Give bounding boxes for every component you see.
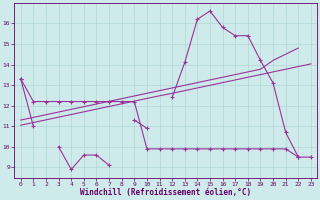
X-axis label: Windchill (Refroidissement éolien,°C): Windchill (Refroidissement éolien,°C) [80, 188, 252, 197]
